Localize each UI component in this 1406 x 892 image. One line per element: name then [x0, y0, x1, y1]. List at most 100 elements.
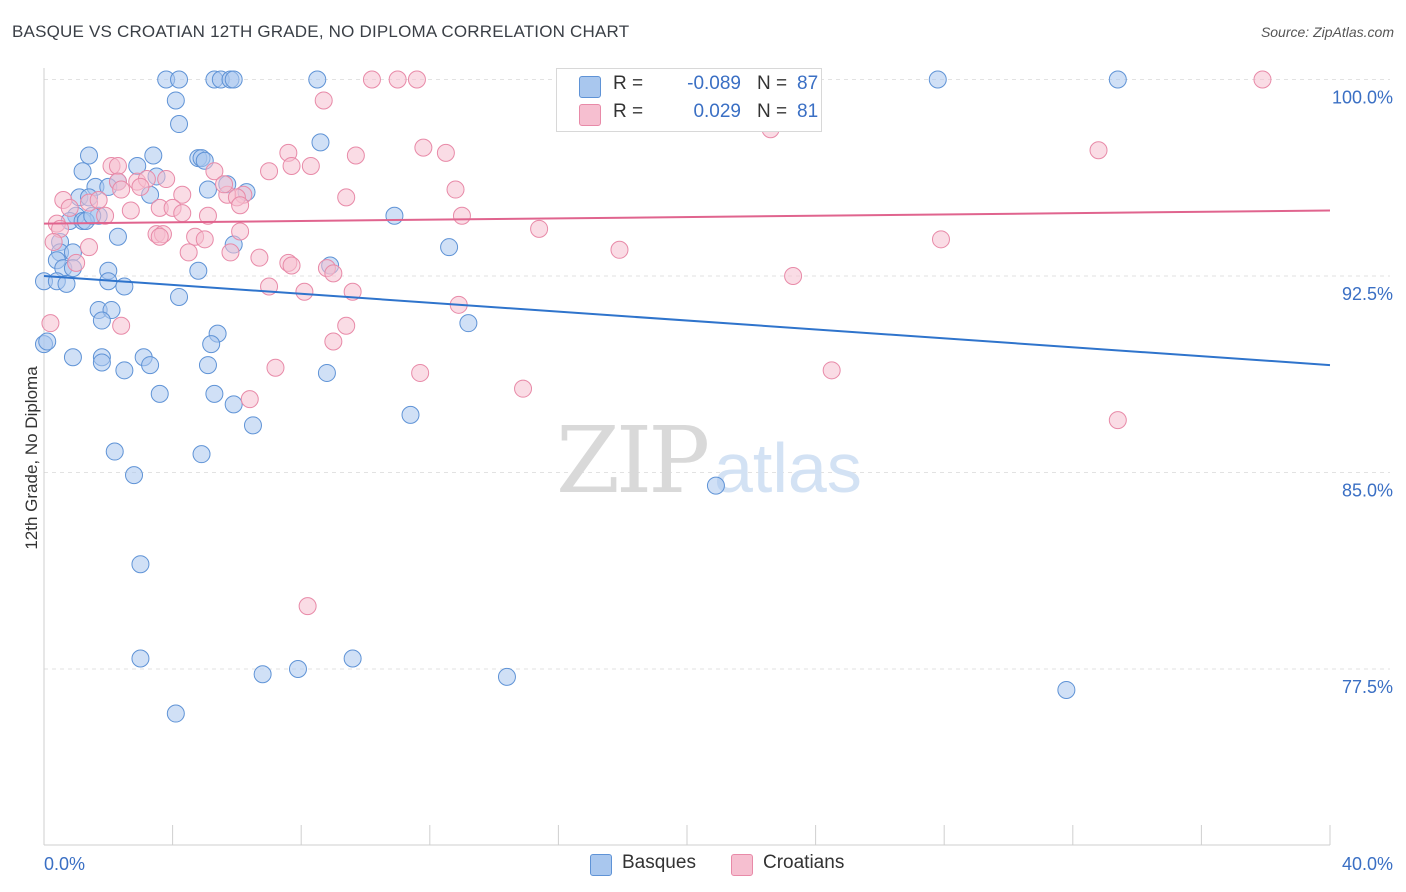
croatians-point	[266, 358, 285, 377]
basques-point	[205, 384, 224, 403]
basques-legend-swatch	[590, 854, 612, 876]
croatians-point	[173, 204, 192, 223]
croatians-point	[343, 282, 362, 301]
croatians-point	[150, 227, 169, 246]
croatians-point	[411, 363, 430, 382]
croatians-point	[610, 240, 629, 259]
croatians-point	[337, 188, 356, 207]
basques-point	[308, 70, 327, 89]
basques-point	[38, 332, 57, 351]
croatians-point	[112, 180, 131, 199]
watermark: ZIP atlas	[556, 407, 862, 514]
basques-point	[92, 311, 111, 330]
basques-point	[317, 363, 336, 382]
croatians-point	[282, 256, 301, 275]
basques-point	[150, 384, 169, 403]
basques-point	[108, 227, 127, 246]
legend-r-label: R =	[613, 73, 644, 94]
croatians-point	[240, 390, 259, 409]
croatians-point	[362, 70, 381, 89]
croatians-point	[407, 70, 426, 89]
croatians-point	[195, 230, 214, 249]
tick-labels: 100.0% 92.5% 85.0% 77.5% 0.0% 40.0%	[44, 88, 1393, 875]
croatians-point	[231, 196, 250, 215]
croatians-point	[60, 198, 79, 217]
croatians-point	[324, 332, 343, 351]
series-legend: Basques Croatians	[0, 852, 1406, 878]
basques-point	[92, 353, 111, 372]
basques-point	[385, 206, 404, 225]
croatians-point	[1108, 411, 1127, 430]
croatians-point	[1089, 141, 1108, 160]
croatians-point	[822, 361, 841, 380]
basques-point	[706, 476, 725, 495]
basques-point	[115, 361, 134, 380]
basques-point	[311, 133, 330, 152]
croatians-legend-label: Croatians	[763, 852, 845, 873]
basques-swatch	[579, 76, 601, 98]
basques-point	[170, 70, 189, 89]
y-tick-label: 100.0%	[1332, 88, 1393, 108]
y-axis-label: 12th Grade, No Diploma	[22, 366, 41, 550]
y-tick-label: 77.5%	[1342, 677, 1393, 697]
croatians-point	[121, 201, 140, 220]
croatians-point	[436, 143, 455, 162]
croatians-point	[198, 206, 217, 225]
basques-point	[253, 665, 272, 684]
basques-point	[131, 649, 150, 668]
croatians-point	[1253, 70, 1272, 89]
y-tick-label: 85.0%	[1342, 481, 1393, 501]
basques-point	[343, 649, 362, 668]
croatians-point	[295, 282, 314, 301]
croatians-point	[96, 206, 115, 225]
croatians-point	[131, 177, 150, 196]
chart-title: BASQUE VS CROATIAN 12TH GRADE, NO DIPLOM…	[12, 22, 630, 41]
basques-point	[440, 238, 459, 257]
y-tick-label: 92.5%	[1342, 284, 1393, 304]
basques-point	[170, 115, 189, 134]
legend-r-label: R =	[613, 101, 644, 122]
watermark-atlas: atlas	[714, 429, 862, 507]
croatians-point	[446, 180, 465, 199]
legend-n-value: 87	[797, 73, 819, 94]
basques-point	[80, 146, 99, 165]
x-tick-label: 0.0%	[44, 854, 85, 874]
croatians-point	[260, 162, 279, 181]
basques-point	[144, 146, 163, 165]
basques-point	[224, 395, 243, 414]
x-tick-label: 40.0%	[1342, 854, 1393, 874]
croatians-point	[250, 248, 269, 267]
correlation-legend: R = -0.089 N = 87 R = 0.029 N = 81	[556, 68, 822, 132]
basques-point	[497, 667, 516, 686]
croatians-swatch	[579, 104, 601, 126]
croatians-point	[108, 156, 127, 175]
croatians-point	[89, 191, 108, 210]
basques-point	[198, 356, 217, 375]
croatians-point	[41, 314, 60, 333]
croatians-trend-line	[43, 209, 1331, 225]
croatians-point	[298, 597, 317, 616]
basques-point	[202, 335, 221, 354]
basques-point	[243, 416, 262, 435]
croatians-point	[44, 232, 63, 251]
basques-point	[288, 660, 307, 678]
legend-r-value: -0.089	[687, 73, 741, 94]
legend-r-value: 0.029	[693, 101, 741, 122]
croatians-point	[301, 156, 320, 175]
croatians-point	[173, 185, 192, 204]
croatians-point	[337, 316, 356, 335]
basques-trend-line	[43, 275, 1331, 367]
croatians-point	[931, 230, 950, 249]
croatians-point	[221, 243, 240, 262]
croatians-point	[346, 146, 365, 165]
legend-n-label: N =	[757, 73, 788, 94]
basques-point	[57, 274, 76, 293]
basques-point	[125, 466, 144, 485]
croatians-point	[282, 156, 301, 175]
croatians-legend-swatch	[731, 854, 753, 876]
basques-point	[1108, 70, 1127, 89]
croatians-point	[530, 219, 549, 238]
basques-point	[170, 287, 189, 306]
croatians-point	[112, 316, 131, 335]
croatians-point	[414, 138, 433, 157]
